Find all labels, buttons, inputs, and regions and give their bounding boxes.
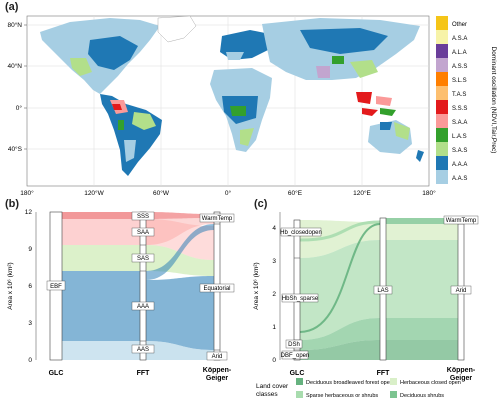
c-xtick: GLC (290, 370, 305, 377)
legend-label: T.A.S (452, 92, 466, 98)
b-xtick: GLC (49, 370, 64, 377)
world-map: 80°N 40°N 0° 40°S 180° 120°W 60°W 0° 60°… (7, 15, 497, 197)
legend-swatch (436, 128, 448, 142)
legend-swatch (436, 156, 448, 170)
c-legend-swatch (296, 391, 303, 398)
c-ytick: 1 (272, 324, 276, 331)
lon-tick: 180° (422, 189, 436, 197)
b-ytick: 9 (28, 246, 32, 253)
legend-swatch (436, 100, 448, 114)
c-legend-label: Herbaceous closed open (400, 380, 461, 386)
legend-swatch (436, 142, 448, 156)
b-kg-node: WarmTemp (202, 216, 233, 222)
b-fft-node: AAS (137, 347, 149, 353)
c-glc-node: HbSh_sparse (282, 296, 319, 302)
b-xtick: FFT (137, 370, 151, 377)
panel-c-label: (c) (254, 198, 268, 210)
legend-label: S.A.A (452, 120, 467, 126)
c-fft-node: LAS (377, 288, 388, 294)
legend-swatch (436, 72, 448, 86)
b-glc-node: EBF (50, 284, 62, 290)
lon-tick: 60°E (288, 189, 303, 197)
lat-tick: 0° (16, 104, 23, 112)
map-legend-title: Dominant oscillation (NDVI,Tair,Prec) (490, 47, 497, 154)
c-ytick: 0 (272, 357, 276, 364)
legend-swatch (436, 86, 448, 100)
legend-label: S.S.S (452, 106, 467, 112)
c-glc-node: DBF_open (281, 353, 310, 359)
lon-tick: 180° (20, 189, 34, 197)
legend-swatch (436, 16, 448, 30)
legend-label: A.A.A (452, 162, 467, 168)
b-kg-node: Equatorial (203, 286, 230, 292)
c-xtick: Köppen-Geiger (447, 367, 476, 382)
legend-swatch (436, 170, 448, 184)
legend-label: S.L.S (452, 78, 467, 84)
c-ytick: 2 (272, 291, 276, 298)
c-legend-label: Deciduous shrubs (400, 393, 444, 399)
panel-a-label: (a) (5, 1, 19, 13)
legend-label: Other (452, 22, 467, 28)
lat-tick: 40°S (8, 145, 23, 153)
b-ytick: 12 (25, 209, 33, 216)
greenland (157, 15, 197, 43)
c-xtick: FFT (377, 370, 391, 377)
map-legend: Other A.S.A A.L.A A.S.S S.L.S T.A.S S.S.S S.A.A… (436, 16, 467, 184)
c-ytick: 4 (272, 225, 276, 232)
legend-label: A.S.A (452, 36, 467, 42)
lon-tick: 60°W (153, 189, 170, 197)
c-legend-label: Sparse herbaceous or shrubs (306, 393, 378, 399)
sankey-c: Area x 10⁶ (km²) 0 1 2 3 4 Hb_closedopen… (253, 212, 479, 399)
legend-label: A.A.S (452, 176, 467, 182)
c-legend-swatch (390, 391, 397, 398)
legend-label: A.L.A (452, 50, 467, 56)
b-xtick: Köppen-Geiger (203, 367, 232, 382)
b-ytick: 3 (28, 320, 32, 327)
b-fft-node: SAS (137, 256, 149, 262)
c-legend-swatch (390, 378, 397, 385)
b-ytick: 6 (28, 283, 32, 290)
c-kg-node: Arid (456, 288, 467, 294)
b-fft-node: SSS (137, 214, 149, 220)
b-fft-node: AAA (137, 304, 149, 310)
lat-tick: 80°N (7, 21, 22, 29)
b-fft-node: SAA (137, 230, 149, 236)
c-legend-swatch (296, 378, 303, 385)
legend-swatch (436, 58, 448, 72)
panel-b-label: (b) (5, 198, 20, 210)
sankey-b: Area x 10⁶ (km²) 0 3 6 9 12 EBF SSS SAA … (7, 209, 235, 382)
c-glc-node: Hb_closedopen (280, 230, 322, 236)
b-ytick: 0 (28, 357, 32, 364)
lat-tick: 40°N (7, 62, 22, 70)
c-ylabel: Area x 10⁶ (km²) (253, 262, 260, 309)
c-kg-node: WarmTemp (446, 218, 477, 224)
c-legend-label: Deciduous broadleaved forest open (306, 380, 393, 386)
c-legend: Deciduous broadleaved forest open Herbace… (296, 378, 461, 399)
b-ylabel: Area x 10⁶ (km²) (7, 262, 14, 309)
c-ytick: 3 (272, 258, 276, 265)
c-glc-node: DSh (288, 342, 300, 348)
lon-tick: 120°W (84, 189, 104, 197)
c-legend-title: Land cover classes (256, 383, 289, 398)
legend-swatch (436, 114, 448, 128)
lon-tick: 120°E (353, 189, 371, 197)
lon-tick: 0° (225, 189, 232, 197)
b-kg-node: Arid (212, 354, 223, 360)
legend-label: L.A.S (452, 134, 467, 140)
legend-label: A.S.S (452, 64, 467, 70)
legend-label: S.A.S (452, 148, 467, 154)
legend-swatch (436, 44, 448, 58)
legend-swatch (436, 30, 448, 44)
